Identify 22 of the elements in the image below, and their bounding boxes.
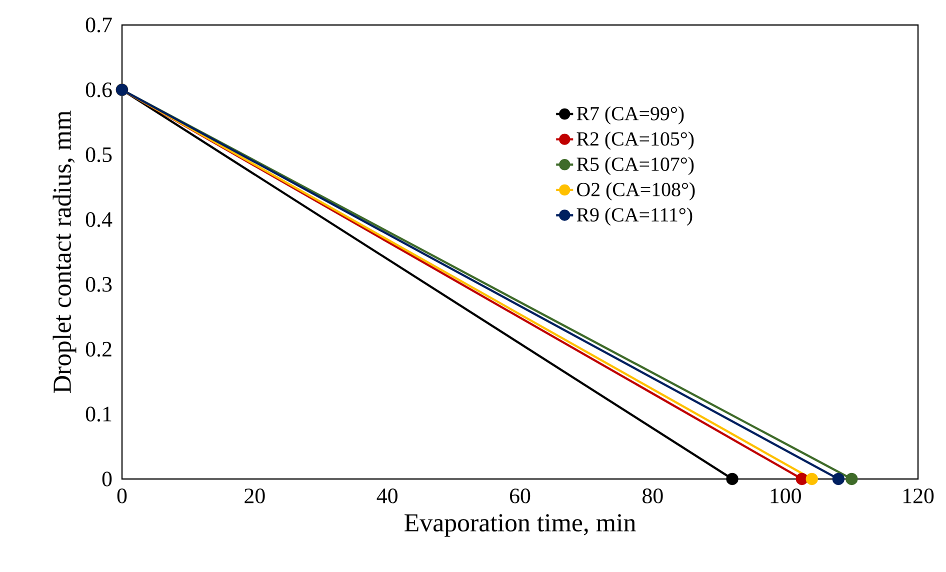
legend-label: R5 (CA=107°) <box>576 156 694 176</box>
x-tick-label: 0 <box>117 488 127 504</box>
y-tick-label: 0.3 <box>86 276 112 292</box>
x-tick-label: 20 <box>244 488 265 504</box>
x-tick-label: 100 <box>770 488 801 504</box>
y-tick-label: 0.5 <box>86 147 112 162</box>
x-tick-label: 80 <box>642 488 663 504</box>
y-tick-label: 0 <box>102 472 112 486</box>
y-tick-label: 0.7 <box>86 18 112 32</box>
legend-label: R9 (CA=111°) <box>576 208 692 226</box>
y-tick-label: 0.2 <box>86 342 112 357</box>
y-axis-title: Droplet contact radius, mm <box>52 110 76 393</box>
legend-label: O2 (CA=108°) <box>577 182 695 200</box>
legend-label: R7 (CA=99°) <box>576 106 684 124</box>
x-axis-title: Evaporation time, min <box>404 514 636 537</box>
x-tick-label: 120 <box>903 488 934 504</box>
x-tick-label: 60 <box>510 488 530 504</box>
y-tick-label: 0.6 <box>86 82 112 98</box>
y-tick-label: 0.1 <box>86 406 112 422</box>
legend-label: R2 (CA=105°) <box>576 132 694 150</box>
y-tick-label: 0.4 <box>86 212 112 227</box>
x-tick-label: 40 <box>376 488 398 504</box>
